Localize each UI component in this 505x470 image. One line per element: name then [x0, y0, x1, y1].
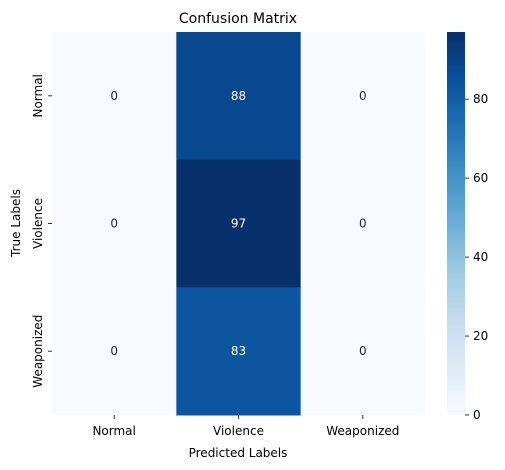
heatmap-cell: [176, 287, 302, 416]
colorbar-tick-label: 0: [473, 408, 481, 422]
x-tick-label: Weaponized: [326, 424, 399, 438]
heatmap-cell: [300, 32, 426, 161]
heatmap-cell: [300, 159, 426, 288]
colorbar-tick-label: 20: [473, 329, 488, 343]
colorbar-tick-label: 60: [473, 171, 488, 185]
heatmap-cell-labels: 0 88 0 0 97 0 0 83 0: [110, 89, 366, 358]
heatmap-cell: [52, 159, 177, 288]
heatmap-cells: [52, 32, 426, 416]
y-tick-label: Violence: [31, 198, 45, 249]
heatmap-cell: [176, 159, 302, 288]
heatmap-cell: [52, 287, 177, 416]
colorbar-ticks: 0 20 40 60 80: [465, 92, 488, 422]
colorbar-tick-label: 80: [473, 92, 488, 106]
chart-title: Confusion Matrix: [179, 11, 297, 27]
cell-value-label: 0: [110, 217, 118, 231]
x-tick-label: Normal: [92, 424, 135, 438]
y-tick-label: Weaponized: [31, 315, 45, 388]
cell-value-label: 0: [359, 344, 367, 358]
y-tick-label: Normal: [31, 74, 45, 117]
y-axis-label: True Labels: [9, 189, 23, 258]
x-tick-label: Violence: [213, 424, 264, 438]
heatmap-cell: [52, 32, 177, 161]
cell-value-label: 0: [110, 89, 118, 103]
cell-value-label: 0: [110, 344, 118, 358]
x-axis-ticks: Normal Violence Weaponized: [92, 415, 399, 438]
x-axis-label: Predicted Labels: [189, 446, 288, 460]
heatmap-cell: [176, 32, 302, 161]
colorbar-tick-label: 40: [473, 250, 488, 264]
cell-value-label: 0: [359, 89, 367, 103]
y-axis-ticks: Normal Violence Weaponized: [31, 74, 52, 388]
colorbar: [447, 32, 465, 415]
cell-value-label: 97: [231, 217, 246, 231]
heatmap-cell: [300, 287, 426, 416]
cell-value-label: 83: [231, 344, 246, 358]
cell-value-label: 88: [231, 89, 246, 103]
cell-value-label: 0: [359, 217, 367, 231]
